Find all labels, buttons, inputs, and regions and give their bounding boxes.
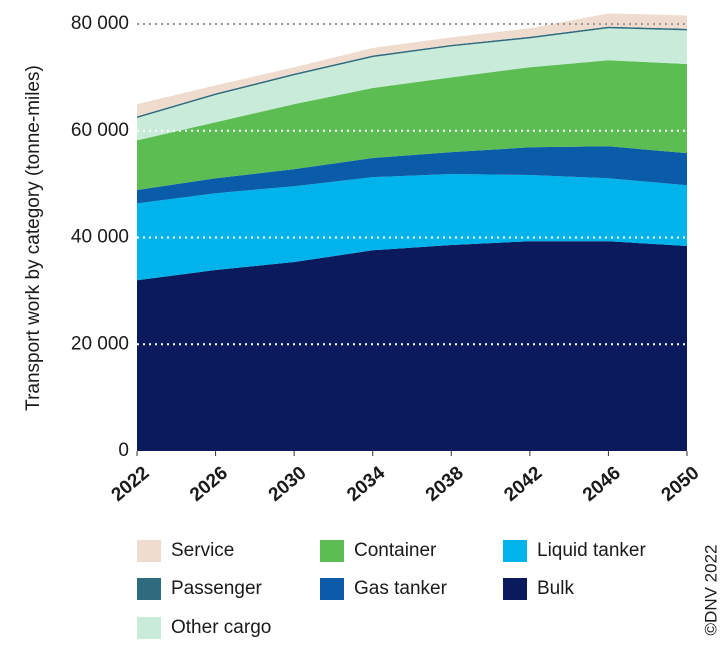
legend-swatch [137,578,161,600]
y-tick-label: 20 000 [71,333,129,354]
legend-swatch [137,540,161,562]
legend-label: Passenger [171,578,263,599]
x-tick-label: 2034 [343,462,389,506]
legend-label: Container [354,540,437,561]
legend-swatch [320,540,344,562]
area [137,13,687,117]
y-axis-label: Transport work by category (tonne-miles) [23,65,44,411]
area [137,60,687,190]
x-tick-label: 2022 [108,463,154,506]
legend-swatch [503,578,527,600]
x-tick-label: 2042 [500,463,546,506]
area [137,241,687,451]
x-tick-label: 2050 [658,463,704,506]
credit: ©DNV 2022 [701,545,720,636]
legend-swatch [503,540,527,562]
x-tick-label: 2030 [265,463,311,506]
x-tick-label: 2038 [422,463,468,506]
x-tick-label: 2026 [186,463,232,506]
legend-label: Service [171,540,234,561]
y-tick-label: 0 [118,440,129,461]
legend-label: Liquid tanker [537,540,646,561]
legend-swatch [137,617,161,639]
legend-swatch [320,578,344,600]
y-tick-label: 40 000 [71,227,129,248]
area [137,28,687,141]
y-tick-label: 80 000 [71,13,129,34]
area [137,173,687,281]
y-tick-label: 60 000 [71,120,129,141]
legend-label: Gas tanker [354,578,448,599]
legend-label: Bulk [537,578,574,599]
legend-label: Other cargo [171,617,271,638]
x-tick-label: 2046 [579,463,625,506]
area [137,146,687,204]
